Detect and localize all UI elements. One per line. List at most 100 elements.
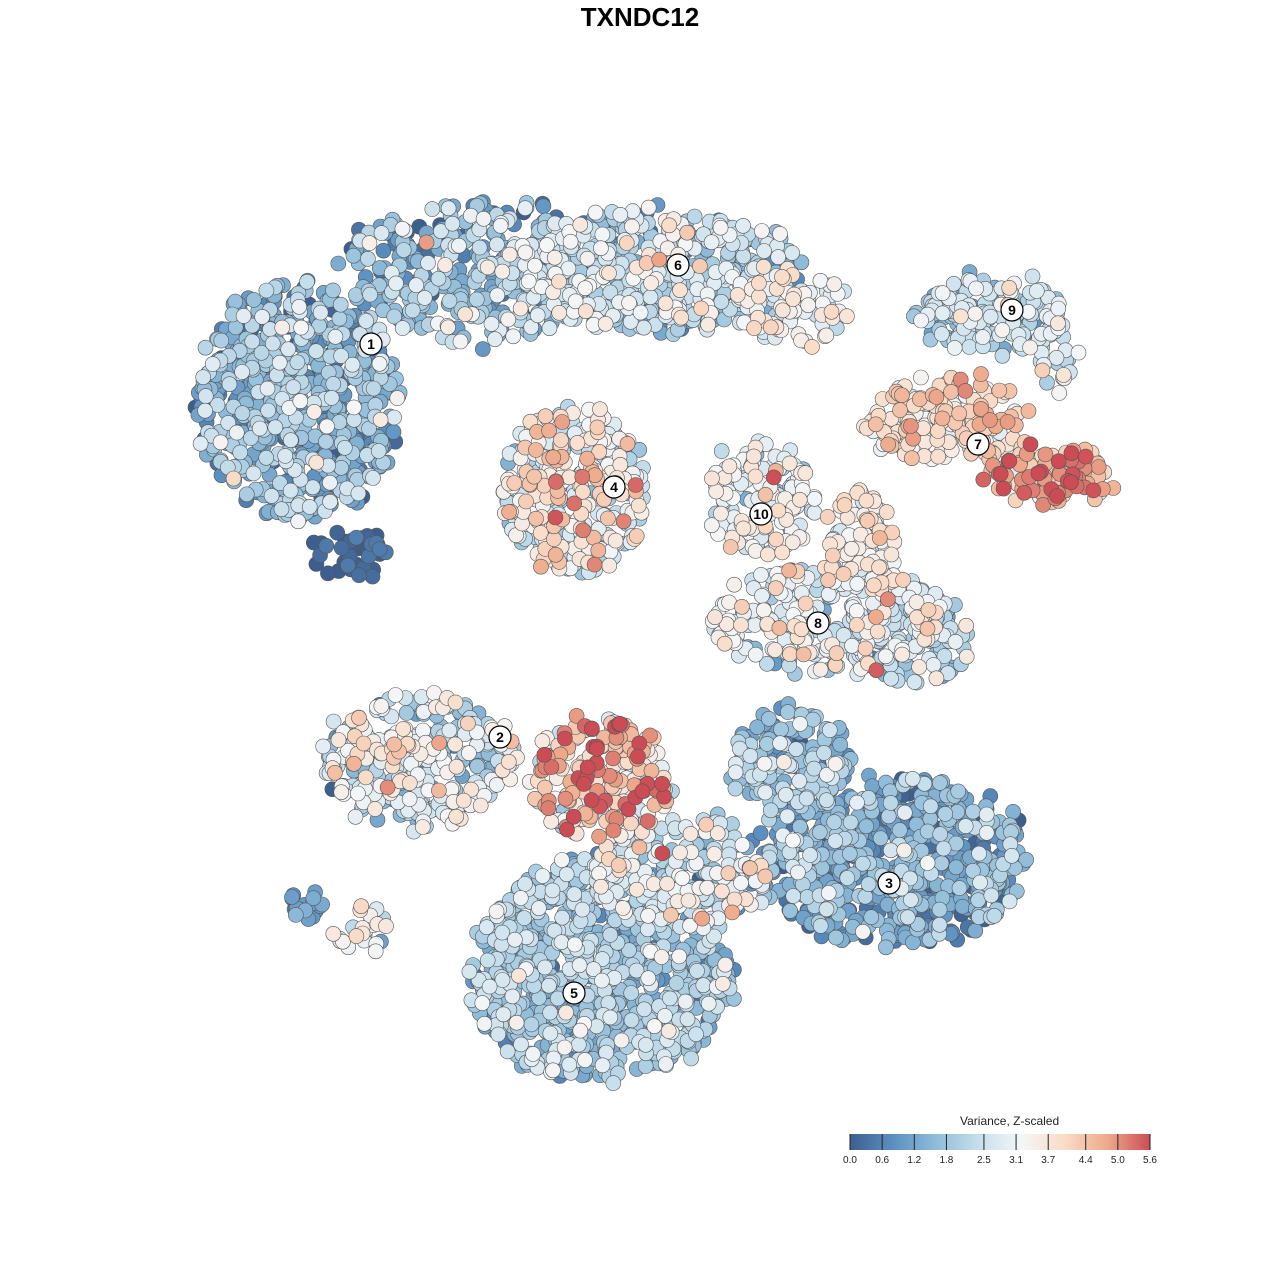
- data-point: [556, 1039, 573, 1056]
- data-point: [812, 272, 829, 289]
- data-point: [659, 875, 675, 892]
- chart-title: TXNDC12: [580, 2, 700, 32]
- data-point: [849, 575, 866, 592]
- data-point: [937, 806, 954, 822]
- data-point: [785, 832, 801, 849]
- data-point: [624, 218, 640, 235]
- data-point: [683, 1050, 699, 1067]
- data-point: [735, 218, 751, 234]
- data-point: [668, 975, 685, 991]
- data-point: [558, 866, 575, 883]
- data-point: [653, 949, 670, 965]
- data-point: [398, 705, 415, 721]
- data-point: [232, 444, 248, 461]
- data-point: [333, 459, 350, 476]
- data-point: [444, 215, 461, 232]
- data-point: [517, 244, 534, 261]
- data-point: [389, 390, 406, 406]
- data-point: [968, 280, 984, 297]
- data-point: [695, 977, 712, 994]
- data-point: [344, 356, 361, 373]
- data-point: [773, 721, 789, 738]
- data-point: [572, 1022, 589, 1039]
- data-point: [978, 806, 995, 823]
- data-point: [325, 376, 342, 392]
- data-point: [688, 1026, 704, 1042]
- data-point: [336, 439, 353, 456]
- data-point: [965, 862, 981, 879]
- data-point: [520, 273, 537, 290]
- data-point: [258, 449, 275, 466]
- data-point: [204, 356, 221, 372]
- data-point: [855, 923, 871, 940]
- data-point: [312, 304, 329, 321]
- data-point: [535, 198, 552, 214]
- data-point: [566, 886, 583, 903]
- data-point: [260, 402, 276, 419]
- data-point: [495, 1006, 512, 1023]
- data-point: [839, 870, 856, 886]
- data-point: [325, 925, 342, 942]
- data-point: [414, 819, 431, 835]
- data-point: [430, 270, 447, 287]
- point-layer: [187, 194, 1122, 1091]
- data-point: [635, 319, 652, 336]
- data-point: [254, 309, 271, 325]
- data-point: [679, 1011, 696, 1028]
- data-point: [259, 380, 276, 397]
- data-point: [325, 282, 341, 299]
- data-point: [488, 776, 505, 793]
- data-point: [469, 758, 486, 775]
- data-point: [922, 798, 939, 815]
- data-point: [781, 455, 798, 472]
- data-point: [972, 874, 988, 891]
- data-point: [947, 633, 964, 650]
- data-point: [714, 975, 731, 992]
- data-point: [967, 922, 984, 939]
- data-point: [282, 432, 299, 449]
- data-point: [593, 240, 609, 256]
- data-point: [420, 255, 436, 271]
- data-point: [1001, 893, 1018, 910]
- data-point: [931, 901, 948, 918]
- data-point: [388, 275, 404, 292]
- data-point: [858, 818, 875, 835]
- data-point: [264, 335, 281, 352]
- data-point: [500, 311, 517, 328]
- data-point: [461, 963, 478, 980]
- data-point: [290, 513, 307, 530]
- data-point: [358, 313, 374, 329]
- data-point: [512, 890, 529, 906]
- data-point: [378, 918, 394, 934]
- data-point: [512, 300, 529, 317]
- data-point: [826, 276, 843, 293]
- data-point: [323, 390, 340, 406]
- data-point: [489, 287, 506, 304]
- data-point: [488, 903, 505, 920]
- data-point: [612, 207, 629, 223]
- data-point: [703, 234, 720, 250]
- data-point: [827, 756, 844, 772]
- data-point: [883, 670, 899, 687]
- data-point: [579, 250, 596, 267]
- data-point: [246, 292, 262, 308]
- data-point: [645, 876, 662, 892]
- data-point: [965, 803, 981, 820]
- data-point: [802, 847, 818, 863]
- data-point: [753, 567, 769, 583]
- data-point: [437, 257, 454, 273]
- data-point: [621, 942, 637, 959]
- data-point: [791, 773, 808, 789]
- data-point: [1018, 851, 1034, 868]
- data-point: [948, 859, 964, 876]
- data-point: [602, 1009, 619, 1026]
- data-point: [951, 880, 968, 896]
- data-point: [375, 242, 392, 259]
- data-point: [525, 1046, 541, 1062]
- data-point: [594, 226, 611, 243]
- data-point: [821, 722, 838, 738]
- data-point: [756, 243, 772, 259]
- data-point: [594, 972, 610, 989]
- data-point: [517, 876, 533, 892]
- data-point: [812, 918, 829, 934]
